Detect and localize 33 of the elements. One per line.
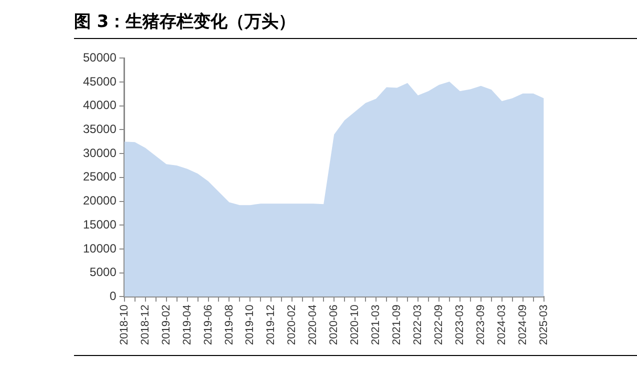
x-tick-label: 2023-09 bbox=[474, 304, 487, 346]
y-tick-label: 50000 bbox=[82, 50, 117, 65]
y-tick-label: 15000 bbox=[82, 217, 117, 232]
x-tick-label: 2019-10 bbox=[244, 304, 256, 346]
x-tick-label: 2022-03 bbox=[412, 304, 424, 346]
x-tick-label: 2019-02 bbox=[160, 304, 172, 346]
y-tick-label: 5000 bbox=[90, 265, 117, 280]
x-tick-label: 2020-06 bbox=[328, 304, 340, 346]
x-tick-label: 2020-02 bbox=[286, 304, 298, 346]
x-tick-label: 2018-10 bbox=[118, 304, 130, 346]
x-tick-label: 2024-09 bbox=[516, 304, 529, 346]
y-tick-label: 30000 bbox=[82, 146, 117, 160]
x-tick-label: 2019-04 bbox=[181, 304, 194, 346]
chart-title: 图 3：生猪存栏变化（万头） bbox=[74, 11, 296, 33]
y-tick-label: 35000 bbox=[82, 122, 117, 136]
x-tick-label: 2022-09 bbox=[432, 304, 445, 346]
x-tick-label: 2023-03 bbox=[454, 304, 466, 346]
x-tick-label: 2020-10 bbox=[349, 304, 362, 346]
x-tick-label: 2019-06 bbox=[202, 304, 214, 346]
x-tick-label: 2021-09 bbox=[391, 304, 404, 346]
y-tick-label: 20000 bbox=[82, 194, 117, 208]
y-tick-label: 40000 bbox=[82, 98, 117, 112]
y-tick-label: 45000 bbox=[82, 74, 117, 88]
x-tick-label: 2025-03 bbox=[538, 304, 550, 346]
x-tick-label: 2019-12 bbox=[265, 304, 278, 346]
x-tick-label: 2024-03 bbox=[496, 304, 508, 346]
y-tick-label: 25000 bbox=[82, 170, 117, 184]
x-tick-label: 2020-04 bbox=[307, 304, 320, 346]
x-tick-label: 2021-03 bbox=[370, 304, 382, 346]
x-tick-label: 2019-08 bbox=[223, 304, 236, 346]
y-tick-label: 0 bbox=[110, 288, 117, 303]
y-tick-label: 10000 bbox=[82, 241, 117, 256]
x-tick-label: 2018-12 bbox=[139, 304, 152, 346]
